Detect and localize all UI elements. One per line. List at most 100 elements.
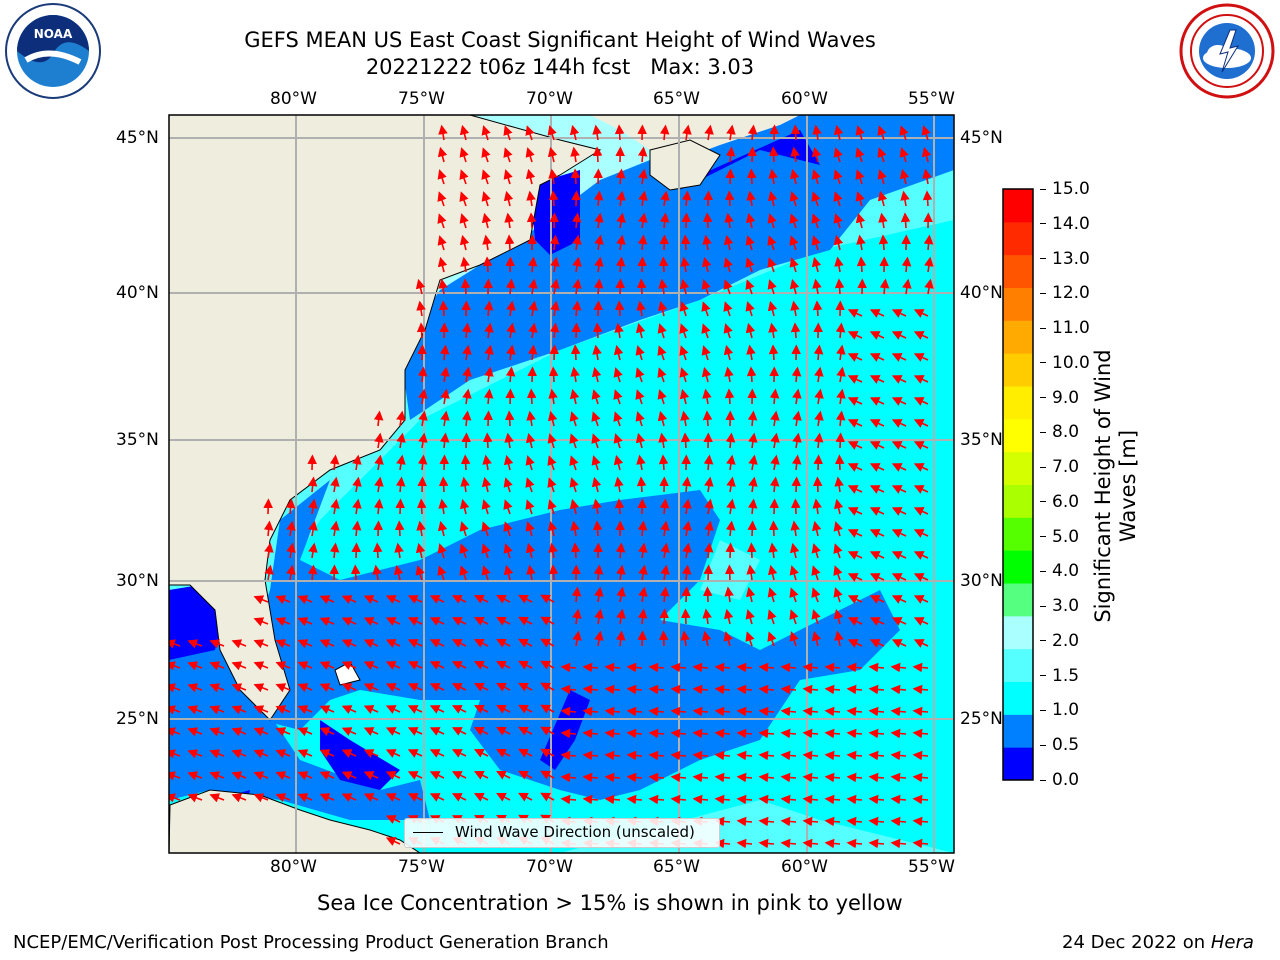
wind-wave-arrow bbox=[329, 564, 340, 581]
wind-wave-arrow bbox=[723, 234, 734, 251]
wind-wave-arrow bbox=[297, 661, 313, 671]
wind-wave-arrow bbox=[868, 794, 885, 805]
legend-label: Wind Wave Direction (unscaled) bbox=[455, 823, 695, 841]
wind-wave-arrow bbox=[407, 617, 423, 626]
lon-label-top-75w: 75°W bbox=[398, 89, 445, 109]
wind-wave-arrow bbox=[527, 366, 538, 383]
wind-wave-arrow bbox=[363, 771, 379, 780]
wind-wave-arrow bbox=[481, 521, 491, 537]
wind-wave-arrow bbox=[591, 433, 601, 449]
wind-wave-arrow bbox=[692, 684, 709, 695]
wind-wave-arrow bbox=[702, 212, 713, 229]
wind-wave-arrow bbox=[616, 212, 626, 229]
wind-wave-arrow bbox=[878, 234, 889, 251]
wind-wave-arrow bbox=[526, 564, 536, 581]
wind-wave-arrow bbox=[746, 564, 756, 581]
wind-wave-arrow bbox=[363, 749, 379, 758]
wind-wave-arrow bbox=[724, 388, 735, 405]
wind-wave-arrow bbox=[319, 705, 335, 715]
wind-wave-arrow bbox=[891, 507, 907, 516]
wind-wave-arrow bbox=[855, 125, 865, 141]
wind-wave-arrow bbox=[496, 792, 511, 802]
wind-wave-arrow bbox=[855, 169, 865, 185]
wind-wave-arrow bbox=[747, 410, 758, 427]
wind-wave-arrow bbox=[187, 705, 203, 715]
wind-wave-arrow bbox=[571, 300, 582, 317]
wind-wave-arrow bbox=[439, 454, 450, 471]
wind-wave-arrow bbox=[846, 728, 863, 739]
wind-wave-arrow bbox=[913, 331, 929, 340]
wind-wave-arrow bbox=[560, 684, 577, 695]
wind-wave-arrow bbox=[407, 727, 423, 736]
wind-wave-arrow bbox=[657, 323, 667, 339]
wind-wave-arrow bbox=[473, 683, 489, 692]
wind-wave-arrow bbox=[657, 300, 668, 317]
wind-wave-arrow bbox=[834, 256, 844, 273]
wind-wave-arrow bbox=[811, 191, 821, 207]
wave-band-0p5-1-north bbox=[400, 115, 954, 420]
wind-wave-arrow bbox=[869, 397, 885, 406]
wind-wave-arrow bbox=[549, 234, 560, 251]
wind-wave-arrow bbox=[416, 498, 427, 515]
wind-wave-arrow bbox=[451, 705, 467, 714]
wind-wave-arrow bbox=[560, 706, 577, 717]
wind-wave-arrow bbox=[604, 684, 621, 695]
wind-wave-arrow bbox=[518, 792, 533, 802]
wind-wave-arrow bbox=[913, 375, 929, 384]
wind-wave-arrow bbox=[847, 639, 863, 648]
noaa-logo: NOAA bbox=[5, 3, 101, 99]
wind-wave-arrow bbox=[451, 661, 467, 670]
wind-wave-arrow bbox=[913, 309, 929, 318]
wind-wave-arrow bbox=[745, 212, 756, 229]
wind-wave-arrow bbox=[484, 344, 494, 361]
wind-wave-arrow bbox=[780, 772, 797, 783]
wind-wave-arrow bbox=[658, 432, 668, 449]
wind-wave-arrow bbox=[569, 498, 580, 515]
wind-wave-arrow bbox=[417, 366, 428, 383]
wind-wave-arrow bbox=[692, 728, 709, 739]
wind-wave-arrow bbox=[496, 770, 511, 780]
colorbar-tick-label: 4.0 bbox=[1040, 561, 1079, 581]
wind-wave-arrow bbox=[209, 661, 225, 671]
wind-wave-arrow bbox=[769, 476, 780, 493]
wind-wave-arrow bbox=[308, 542, 318, 559]
wind-wave-arrow bbox=[438, 278, 448, 295]
wind-wave-arrow bbox=[504, 432, 514, 449]
date-host: 24 Dec 2022 on Hera bbox=[1062, 932, 1254, 953]
wind-wave-arrow bbox=[429, 639, 445, 648]
colorbar-segment bbox=[1003, 418, 1033, 453]
wind-wave-arrow bbox=[451, 639, 467, 648]
wind-wave-arrow bbox=[518, 660, 533, 670]
wind-wave-arrow bbox=[504, 234, 515, 251]
wind-wave-arrow bbox=[833, 521, 843, 537]
wind-wave-arrow bbox=[374, 476, 384, 493]
wind-wave-arrow bbox=[679, 323, 689, 339]
wind-wave-arrow bbox=[811, 543, 821, 559]
wind-wave-arrow bbox=[802, 750, 819, 761]
wind-wave-arrow bbox=[429, 793, 445, 802]
wind-wave-arrow bbox=[890, 662, 907, 673]
wind-wave-arrow bbox=[847, 463, 863, 472]
wind-wave-arrow bbox=[704, 124, 714, 141]
wind-wave-arrow bbox=[758, 662, 775, 673]
wind-wave-arrow bbox=[833, 498, 844, 515]
wind-wave-arrow bbox=[701, 256, 712, 273]
wind-wave-arrow bbox=[594, 256, 604, 273]
wind-wave-arrow bbox=[307, 476, 318, 493]
wind-wave-arrow bbox=[540, 704, 555, 714]
wind-wave-arrow bbox=[451, 595, 467, 604]
wind-wave-arrow bbox=[527, 344, 538, 361]
wind-wave-arrow bbox=[616, 586, 626, 603]
wind-wave-arrow bbox=[834, 278, 845, 295]
wind-wave-arrow bbox=[637, 608, 648, 625]
wind-wave-arrow bbox=[393, 564, 404, 581]
wind-wave-arrow bbox=[912, 662, 929, 673]
wind-wave-arrow bbox=[341, 617, 357, 627]
wind-wave-arrow bbox=[503, 543, 513, 559]
wind-wave-arrow bbox=[483, 300, 494, 317]
wind-wave-arrow bbox=[802, 772, 819, 783]
wind-wave-arrow bbox=[635, 367, 645, 383]
wind-wave-arrow bbox=[372, 542, 383, 559]
wind-wave-arrow bbox=[692, 772, 709, 783]
wind-wave-arrow bbox=[724, 212, 734, 229]
